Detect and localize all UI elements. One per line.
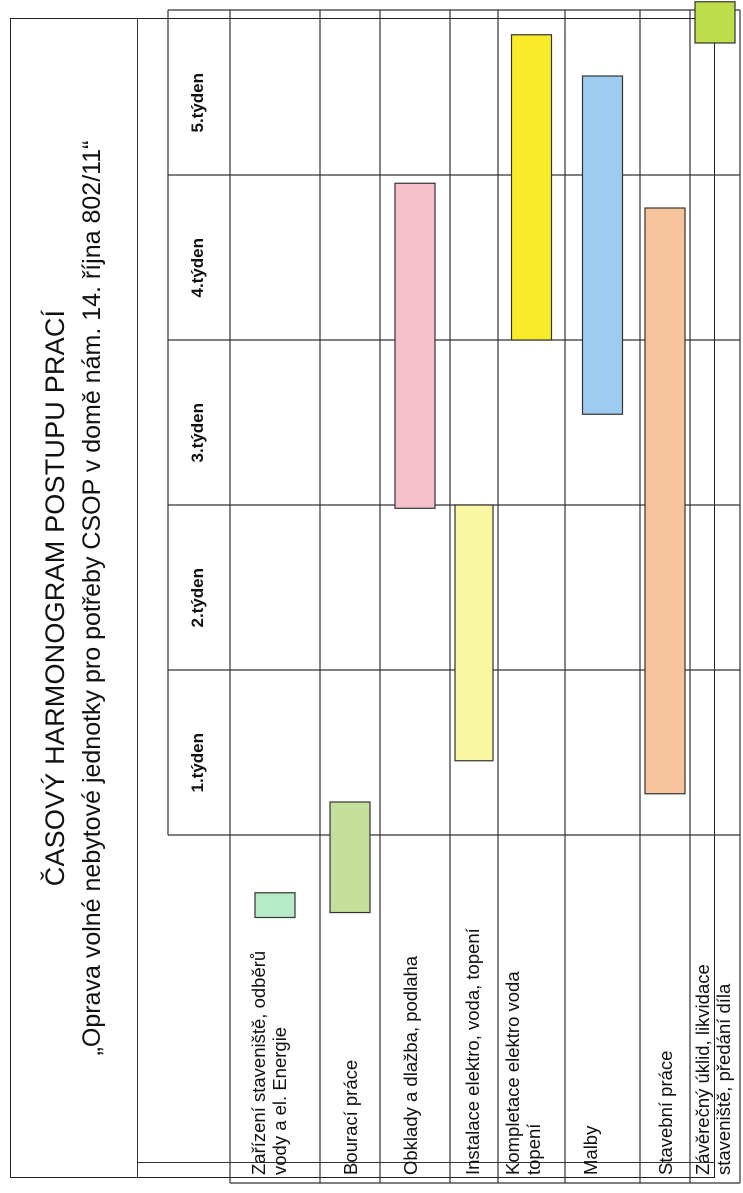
task-label: Instalace elektro, voda, topení (461, 928, 483, 1175)
task-label: Obklady a dlažba, podlaha (399, 955, 421, 1175)
week-label: 1.týden (188, 732, 207, 793)
task-bar (394, 182, 436, 509)
task-bar (454, 504, 494, 762)
task-bar (254, 892, 296, 919)
week-label: 4.týden (188, 237, 207, 298)
task-label: Zařízení staveniště, odběrů (247, 950, 269, 1175)
task-bar (694, 1, 736, 44)
week-label: 5.týden (188, 72, 207, 133)
task-label: Bourací práce (339, 1059, 361, 1175)
task-bar (329, 801, 371, 914)
task-label: Závěrečný úklid, likvidace (691, 964, 713, 1175)
task-label: staveniště, předání díla (712, 983, 734, 1175)
week-label: 3.týden (188, 402, 207, 463)
week-label: 2.týden (188, 567, 207, 628)
task-label: vody a el. Energie (268, 1026, 290, 1175)
task-bar (510, 34, 553, 341)
task-label: Malby (579, 1125, 601, 1175)
task-bar (581, 75, 624, 415)
task-label: Kompletace elektro voda (501, 971, 523, 1175)
task-label: Stavební práce (654, 1050, 676, 1175)
task-label: topení (522, 1123, 544, 1175)
task-bar (644, 207, 686, 795)
